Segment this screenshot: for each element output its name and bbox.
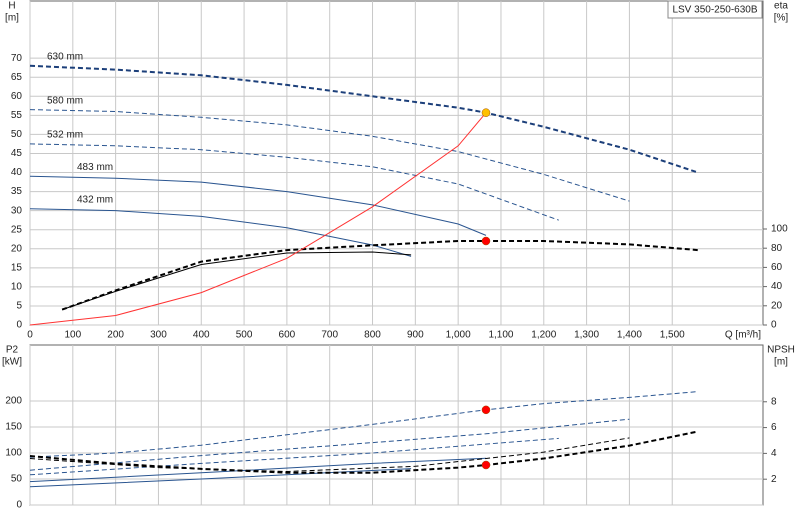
y2-tick-label: 40 bbox=[771, 281, 783, 292]
y2-tick-label: 8 bbox=[771, 396, 777, 407]
x-tick-label: 0 bbox=[27, 330, 33, 341]
y2-tick-label: 20 bbox=[771, 300, 783, 311]
y2-tick-label: 60 bbox=[771, 262, 783, 273]
series-line bbox=[29, 208, 412, 257]
y-tick-label: 70 bbox=[11, 53, 23, 64]
operating-point bbox=[481, 108, 491, 117]
series-line bbox=[29, 437, 559, 476]
series-line bbox=[29, 468, 412, 488]
x-tick-label: 600 bbox=[279, 330, 296, 341]
x-tick-label: 900 bbox=[407, 330, 424, 341]
y-axis-label: [m] bbox=[5, 13, 19, 24]
y2-tick-label: 0 bbox=[771, 320, 777, 331]
y-axis-label: P2 bbox=[6, 345, 19, 356]
y2-tick-label: 80 bbox=[771, 243, 783, 254]
y-tick-label: 50 bbox=[11, 129, 23, 140]
series-line bbox=[29, 430, 699, 474]
series-label: 580 mm bbox=[47, 95, 83, 106]
y-tick-label: 60 bbox=[11, 91, 23, 102]
y2-tick-label: 100 bbox=[771, 224, 788, 235]
x-tick-label: 100 bbox=[64, 330, 81, 341]
y-tick-label: 10 bbox=[11, 282, 23, 293]
chart-title: LSV 350-250-630B bbox=[672, 5, 757, 16]
y2-tick-label: 6 bbox=[771, 422, 777, 433]
series-line bbox=[29, 109, 630, 202]
y-axis-label: [kW] bbox=[2, 357, 22, 368]
series-line bbox=[29, 175, 487, 236]
y-tick-label: 45 bbox=[11, 148, 23, 159]
series-line bbox=[61, 240, 698, 311]
series-label: 630 mm bbox=[47, 51, 83, 62]
y2-tick-label: 4 bbox=[771, 448, 777, 459]
x-tick-label: 300 bbox=[150, 330, 167, 341]
operating-point bbox=[481, 405, 491, 415]
y2-axis-label: eta bbox=[774, 1, 788, 12]
series-line bbox=[29, 64, 699, 174]
series-line bbox=[29, 112, 487, 326]
y-tick-label: 200 bbox=[5, 396, 22, 407]
plot-area bbox=[29, 344, 764, 506]
x-tick-label: 500 bbox=[236, 330, 253, 341]
y-tick-label: 100 bbox=[5, 448, 22, 459]
operating-point bbox=[481, 460, 491, 470]
title-box bbox=[667, 0, 763, 19]
series-line bbox=[29, 418, 630, 471]
y-axis-label: H bbox=[8, 1, 15, 12]
x-tick-label: 800 bbox=[364, 330, 381, 341]
y-tick-label: 50 bbox=[11, 474, 23, 485]
x-tick-label: 1,300 bbox=[574, 330, 599, 341]
y-tick-label: 55 bbox=[11, 110, 23, 121]
y-tick-label: 20 bbox=[11, 243, 23, 254]
series-line bbox=[29, 457, 487, 483]
x-tick-label: 400 bbox=[193, 330, 210, 341]
y-tick-label: 0 bbox=[16, 320, 22, 331]
series-line bbox=[61, 251, 412, 311]
y-tick-label: 40 bbox=[11, 167, 23, 178]
y-tick-label: 25 bbox=[11, 224, 23, 235]
plot-area bbox=[29, 0, 764, 326]
series-line bbox=[29, 143, 559, 221]
x-tick-label: 1,000 bbox=[446, 330, 471, 341]
x-tick-label: 200 bbox=[107, 330, 124, 341]
series-label: 483 mm bbox=[77, 162, 113, 173]
y-tick-label: 35 bbox=[11, 186, 23, 197]
series-label: 432 mm bbox=[77, 194, 113, 205]
y2-axis-label: [%] bbox=[774, 13, 789, 24]
x-axis-label: Q [m³/h] bbox=[725, 330, 761, 341]
y2-axis-label: NPSH bbox=[767, 345, 795, 356]
y-tick-label: 15 bbox=[11, 262, 23, 273]
x-tick-label: 700 bbox=[321, 330, 338, 341]
x-tick-label: 1,100 bbox=[488, 330, 513, 341]
y-tick-label: 5 bbox=[16, 301, 22, 312]
x-tick-label: 1,400 bbox=[617, 330, 642, 341]
x-tick-label: 1,500 bbox=[660, 330, 685, 341]
x-tick-label: 1,200 bbox=[531, 330, 556, 341]
y-tick-label: 150 bbox=[5, 422, 22, 433]
y2-tick-label: 2 bbox=[771, 474, 777, 485]
y-tick-label: 30 bbox=[11, 205, 23, 216]
series-line bbox=[29, 437, 630, 473]
series-line bbox=[29, 391, 698, 458]
y2-axis-label: [m] bbox=[774, 357, 788, 368]
series-label: 532 mm bbox=[47, 130, 83, 141]
y-tick-label: 0 bbox=[16, 500, 22, 511]
operating-point bbox=[481, 236, 491, 246]
y-tick-label: 65 bbox=[11, 72, 23, 83]
